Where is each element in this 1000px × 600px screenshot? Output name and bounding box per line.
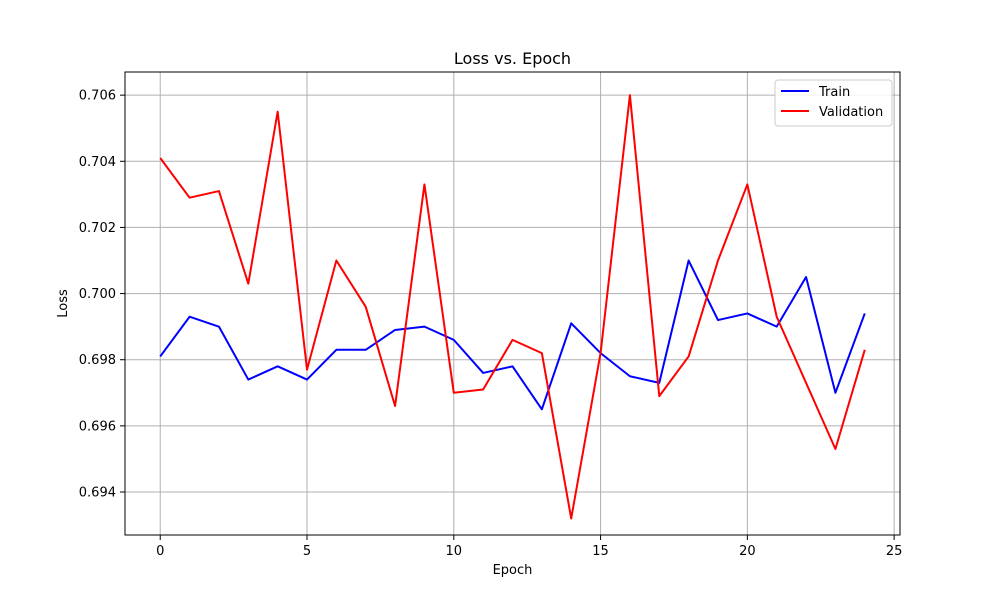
x-tick-label: 5 — [303, 544, 311, 559]
x-tick-label: 10 — [446, 544, 463, 559]
y-tick-label: 0.694 — [79, 486, 116, 501]
series-line-validation — [159, 94, 866, 520]
grid — [125, 72, 900, 535]
series-lines — [159, 94, 866, 520]
plot-frame — [124, 71, 901, 536]
y-tick-label: 0.700 — [79, 287, 116, 302]
x-tick-label: 0 — [156, 544, 164, 559]
legend-label-validation: Validation — [819, 105, 883, 120]
y-tick-label: 0.706 — [79, 89, 116, 104]
legend: Train Validation — [774, 79, 893, 127]
x-tick-label: 15 — [592, 544, 609, 559]
x-tick-label: 20 — [739, 544, 756, 559]
y-tick-label: 0.704 — [79, 155, 116, 170]
series-line-train — [159, 259, 866, 411]
x-axis-ticks: 0 5 10 15 20 25 — [156, 535, 902, 559]
y-tick-label: 0.698 — [79, 353, 116, 368]
y-axis-ticks: 0.694 0.696 0.698 0.700 0.702 0.704 0.706 — [79, 89, 125, 501]
chart-title: Loss vs. Epoch — [454, 49, 571, 68]
x-axis-label: Epoch — [493, 563, 533, 578]
x-tick-label: 25 — [886, 544, 903, 559]
y-axis-label: Loss — [56, 289, 71, 318]
legend-label-train: Train — [818, 85, 850, 100]
y-tick-label: 0.696 — [79, 419, 116, 434]
y-tick-label: 0.702 — [79, 221, 116, 236]
